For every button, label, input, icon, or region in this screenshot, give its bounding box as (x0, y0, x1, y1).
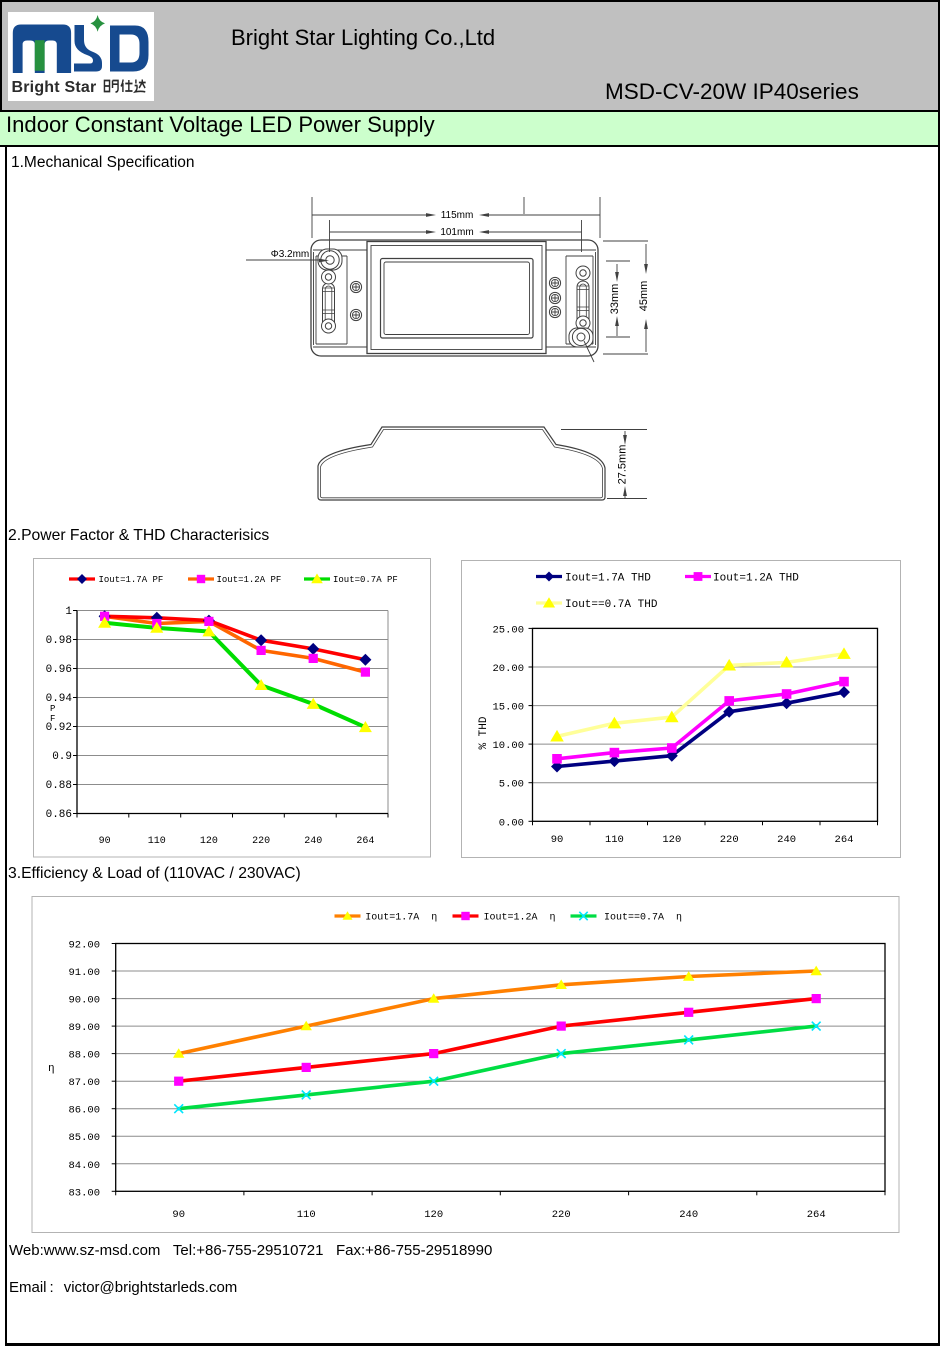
svg-text:89.00: 89.00 (68, 1022, 100, 1034)
svg-text:0.88: 0.88 (46, 780, 72, 792)
svg-text:120: 120 (662, 834, 681, 846)
svg-text:Iout=1.2A η: Iout=1.2A η (484, 913, 556, 924)
svg-text:120: 120 (424, 1209, 443, 1221)
svg-text:115mm: 115mm (441, 210, 474, 221)
svg-text:0.86: 0.86 (46, 809, 72, 821)
svg-text:0.94: 0.94 (46, 693, 73, 705)
svg-text:110: 110 (297, 1209, 316, 1221)
svg-text:25.00: 25.00 (492, 624, 524, 636)
svg-text:91.00: 91.00 (68, 967, 100, 979)
svg-text:Iout==0.7A THD: Iout==0.7A THD (565, 599, 658, 611)
svg-text:110: 110 (148, 836, 166, 847)
svg-text:264: 264 (835, 834, 854, 846)
svg-text:Bright Star: Bright Star (12, 79, 97, 96)
svg-text:Iout=1.7A THD: Iout=1.7A THD (565, 573, 651, 585)
svg-text:5.00: 5.00 (499, 779, 524, 791)
svg-text:0.98: 0.98 (46, 635, 72, 647)
svg-text:264: 264 (807, 1209, 826, 1221)
svg-text:90: 90 (551, 834, 564, 846)
svg-text:0.96: 0.96 (46, 664, 72, 676)
svg-text:88.00: 88.00 (68, 1050, 100, 1062)
svg-text:Iout=1.7A PF: Iout=1.7A PF (99, 575, 164, 585)
svg-text:% THD: % THD (478, 716, 490, 749)
svg-text:15.00: 15.00 (492, 702, 524, 714)
svg-text:Iout=0.7A PF: Iout=0.7A PF (333, 575, 398, 585)
svg-text:Iout=1.7A η: Iout=1.7A η (365, 913, 437, 924)
svg-text:27.5mm: 27.5mm (617, 445, 629, 485)
svg-text:45mm: 45mm (638, 281, 650, 312)
svg-text:101mm: 101mm (440, 227, 473, 238)
svg-text:85.00: 85.00 (68, 1132, 100, 1144)
svg-text:220: 220 (552, 1209, 571, 1221)
svg-text:90: 90 (99, 836, 111, 847)
svg-text:84.00: 84.00 (68, 1160, 100, 1172)
svg-text:90.00: 90.00 (68, 995, 100, 1007)
svg-text:0.00: 0.00 (499, 817, 524, 829)
svg-text:264: 264 (356, 836, 374, 847)
svg-text:Iout=1.2A PF: Iout=1.2A PF (217, 575, 282, 585)
svg-text:240: 240 (304, 836, 322, 847)
svg-text:90: 90 (172, 1209, 185, 1221)
svg-text:120: 120 (200, 836, 218, 847)
svg-text:F: F (50, 714, 55, 724)
svg-text:1: 1 (65, 606, 72, 618)
svg-text:0.92: 0.92 (46, 722, 72, 734)
svg-text:240: 240 (679, 1209, 698, 1221)
svg-text:20.00: 20.00 (492, 663, 524, 675)
svg-text:Iout=1.2A THD: Iout=1.2A THD (713, 573, 799, 585)
svg-text:η: η (48, 1063, 55, 1075)
svg-text:0.9: 0.9 (52, 751, 72, 763)
svg-text:83.00: 83.00 (68, 1187, 100, 1199)
svg-text:220: 220 (252, 836, 270, 847)
svg-text:110: 110 (605, 834, 624, 846)
svg-text:10.00: 10.00 (492, 740, 524, 752)
svg-text:220: 220 (720, 834, 739, 846)
svg-text:33mm: 33mm (609, 284, 621, 315)
svg-text:87.00: 87.00 (68, 1077, 100, 1089)
svg-text:P: P (50, 704, 55, 714)
svg-text:92.00: 92.00 (68, 940, 100, 952)
svg-text:Iout==0.7A η: Iout==0.7A η (604, 913, 682, 924)
svg-text:240: 240 (777, 834, 796, 846)
svg-text:Φ3.2mm: Φ3.2mm (271, 249, 310, 260)
svg-text:86.00: 86.00 (68, 1105, 100, 1117)
